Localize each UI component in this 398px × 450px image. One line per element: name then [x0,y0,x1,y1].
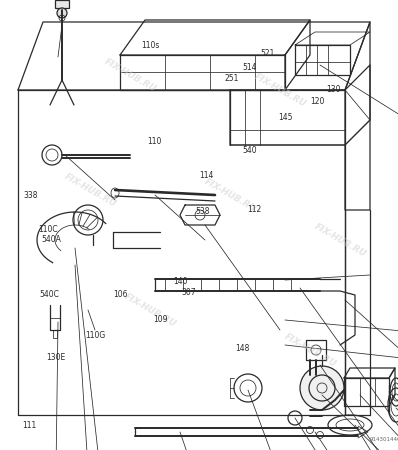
Text: 120: 120 [310,97,325,106]
Text: 110: 110 [147,137,162,146]
Text: FIX-HUB.RU: FIX-HUB.RU [252,72,308,108]
Text: 112: 112 [247,205,261,214]
Text: FIX-HUB.RU: FIX-HUB.RU [123,292,178,328]
Text: 114: 114 [199,171,213,180]
Text: 145: 145 [279,112,293,122]
Text: 106: 106 [113,290,128,299]
Text: 140: 140 [173,277,187,286]
Text: 307: 307 [181,288,196,297]
Text: 109: 109 [153,315,168,324]
Text: 148: 148 [235,344,249,353]
Text: 540A: 540A [42,235,62,244]
Text: 130E: 130E [46,353,65,362]
Text: 9143014469: 9143014469 [370,437,398,442]
Bar [55,0,69,8]
Text: 540: 540 [243,146,258,155]
Text: 111: 111 [22,421,36,430]
Text: 110C: 110C [38,225,57,234]
Circle shape [300,366,344,410]
Text: 538: 538 [195,207,209,216]
Text: 251: 251 [225,74,239,83]
Circle shape [57,8,67,18]
Text: FIX-HUB.RU: FIX-HUB.RU [203,176,258,213]
Bar [295,45,350,75]
Text: 110s: 110s [141,40,160,50]
Text: 110G: 110G [86,331,106,340]
Text: FIX-HUB.RU: FIX-HUB.RU [312,221,367,258]
Text: 521: 521 [261,50,275,58]
Text: 540C: 540C [40,290,60,299]
Text: 130: 130 [326,86,341,94]
Text: 338: 338 [24,191,38,200]
Text: FIX-HUB.RU: FIX-HUB.RU [62,171,117,208]
Text: FIX-HUB.RU: FIX-HUB.RU [283,332,338,369]
Text: 514: 514 [243,63,257,72]
Text: FIX-HUB.RU: FIX-HUB.RU [103,57,158,94]
Bar [344,378,389,406]
